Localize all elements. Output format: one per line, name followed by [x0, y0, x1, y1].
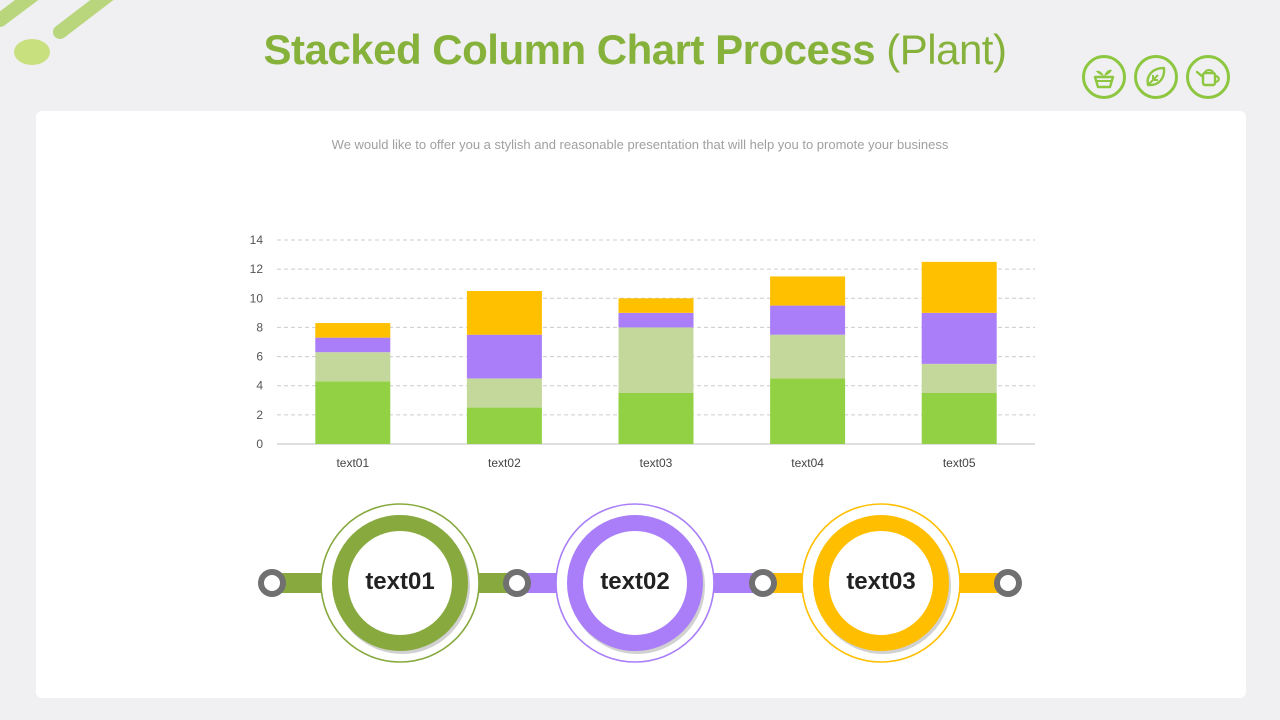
y-tick-label: 8 [256, 320, 263, 334]
leaf-icon [1134, 55, 1178, 99]
bar-segment [315, 337, 391, 353]
process-node-label-2: text02 [600, 568, 670, 595]
process-connector-dot [994, 569, 1022, 597]
process-connector-dot [503, 569, 531, 597]
header-icons [1082, 55, 1230, 99]
bar-segment [770, 305, 846, 335]
y-tick-label: 10 [250, 291, 264, 305]
y-tick-label: 12 [250, 262, 264, 276]
bar-segment [466, 407, 542, 444]
watering-can-icon [1186, 55, 1230, 99]
bar-segment [315, 323, 391, 338]
x-tick-label: text03 [640, 456, 673, 470]
bar-segment [315, 381, 391, 444]
y-tick-label: 0 [256, 437, 263, 451]
process-node-label-1: text01 [365, 568, 435, 595]
title-main: Stacked Column Chart Process [263, 26, 876, 73]
corner-decoration [0, 0, 114, 65]
x-tick-label: text01 [336, 456, 369, 470]
x-tick-label: text05 [943, 456, 976, 470]
bar-segment [921, 312, 997, 364]
process-connector-dot [749, 569, 777, 597]
y-tick-label: 6 [256, 350, 263, 364]
bar-segment [921, 261, 997, 313]
bar-segment [618, 327, 694, 393]
y-tick-label: 4 [256, 379, 263, 393]
bar-segment [466, 291, 542, 335]
process-connector-dot [258, 569, 286, 597]
bar-segment [770, 276, 846, 306]
page-title: Stacked Column Chart Process (Plant) [0, 26, 1270, 74]
title-paren: (Plant) [886, 26, 1007, 73]
process-node-ring [567, 515, 703, 651]
subtitle: We would like to offer you a stylish and… [331, 137, 949, 152]
bar-segment [770, 334, 846, 379]
x-tick-label: text04 [791, 456, 824, 470]
bar-segment [466, 378, 542, 408]
bar-segment [618, 393, 694, 444]
bar-segment [618, 312, 694, 328]
process-node-ring [813, 515, 949, 651]
bar-segment [466, 334, 542, 379]
bar-segment [921, 393, 997, 444]
process-node-label-3: text03 [846, 568, 916, 595]
y-tick-label: 2 [256, 408, 263, 422]
plant-pot-icon [1082, 55, 1126, 99]
bar-segment [770, 378, 846, 444]
x-tick-label: text02 [488, 456, 521, 470]
y-tick-label: 14 [250, 233, 264, 247]
bar-segment [921, 363, 997, 393]
bar-segment [618, 298, 694, 313]
process-node-ring [332, 515, 468, 651]
bar-segment [315, 352, 391, 382]
